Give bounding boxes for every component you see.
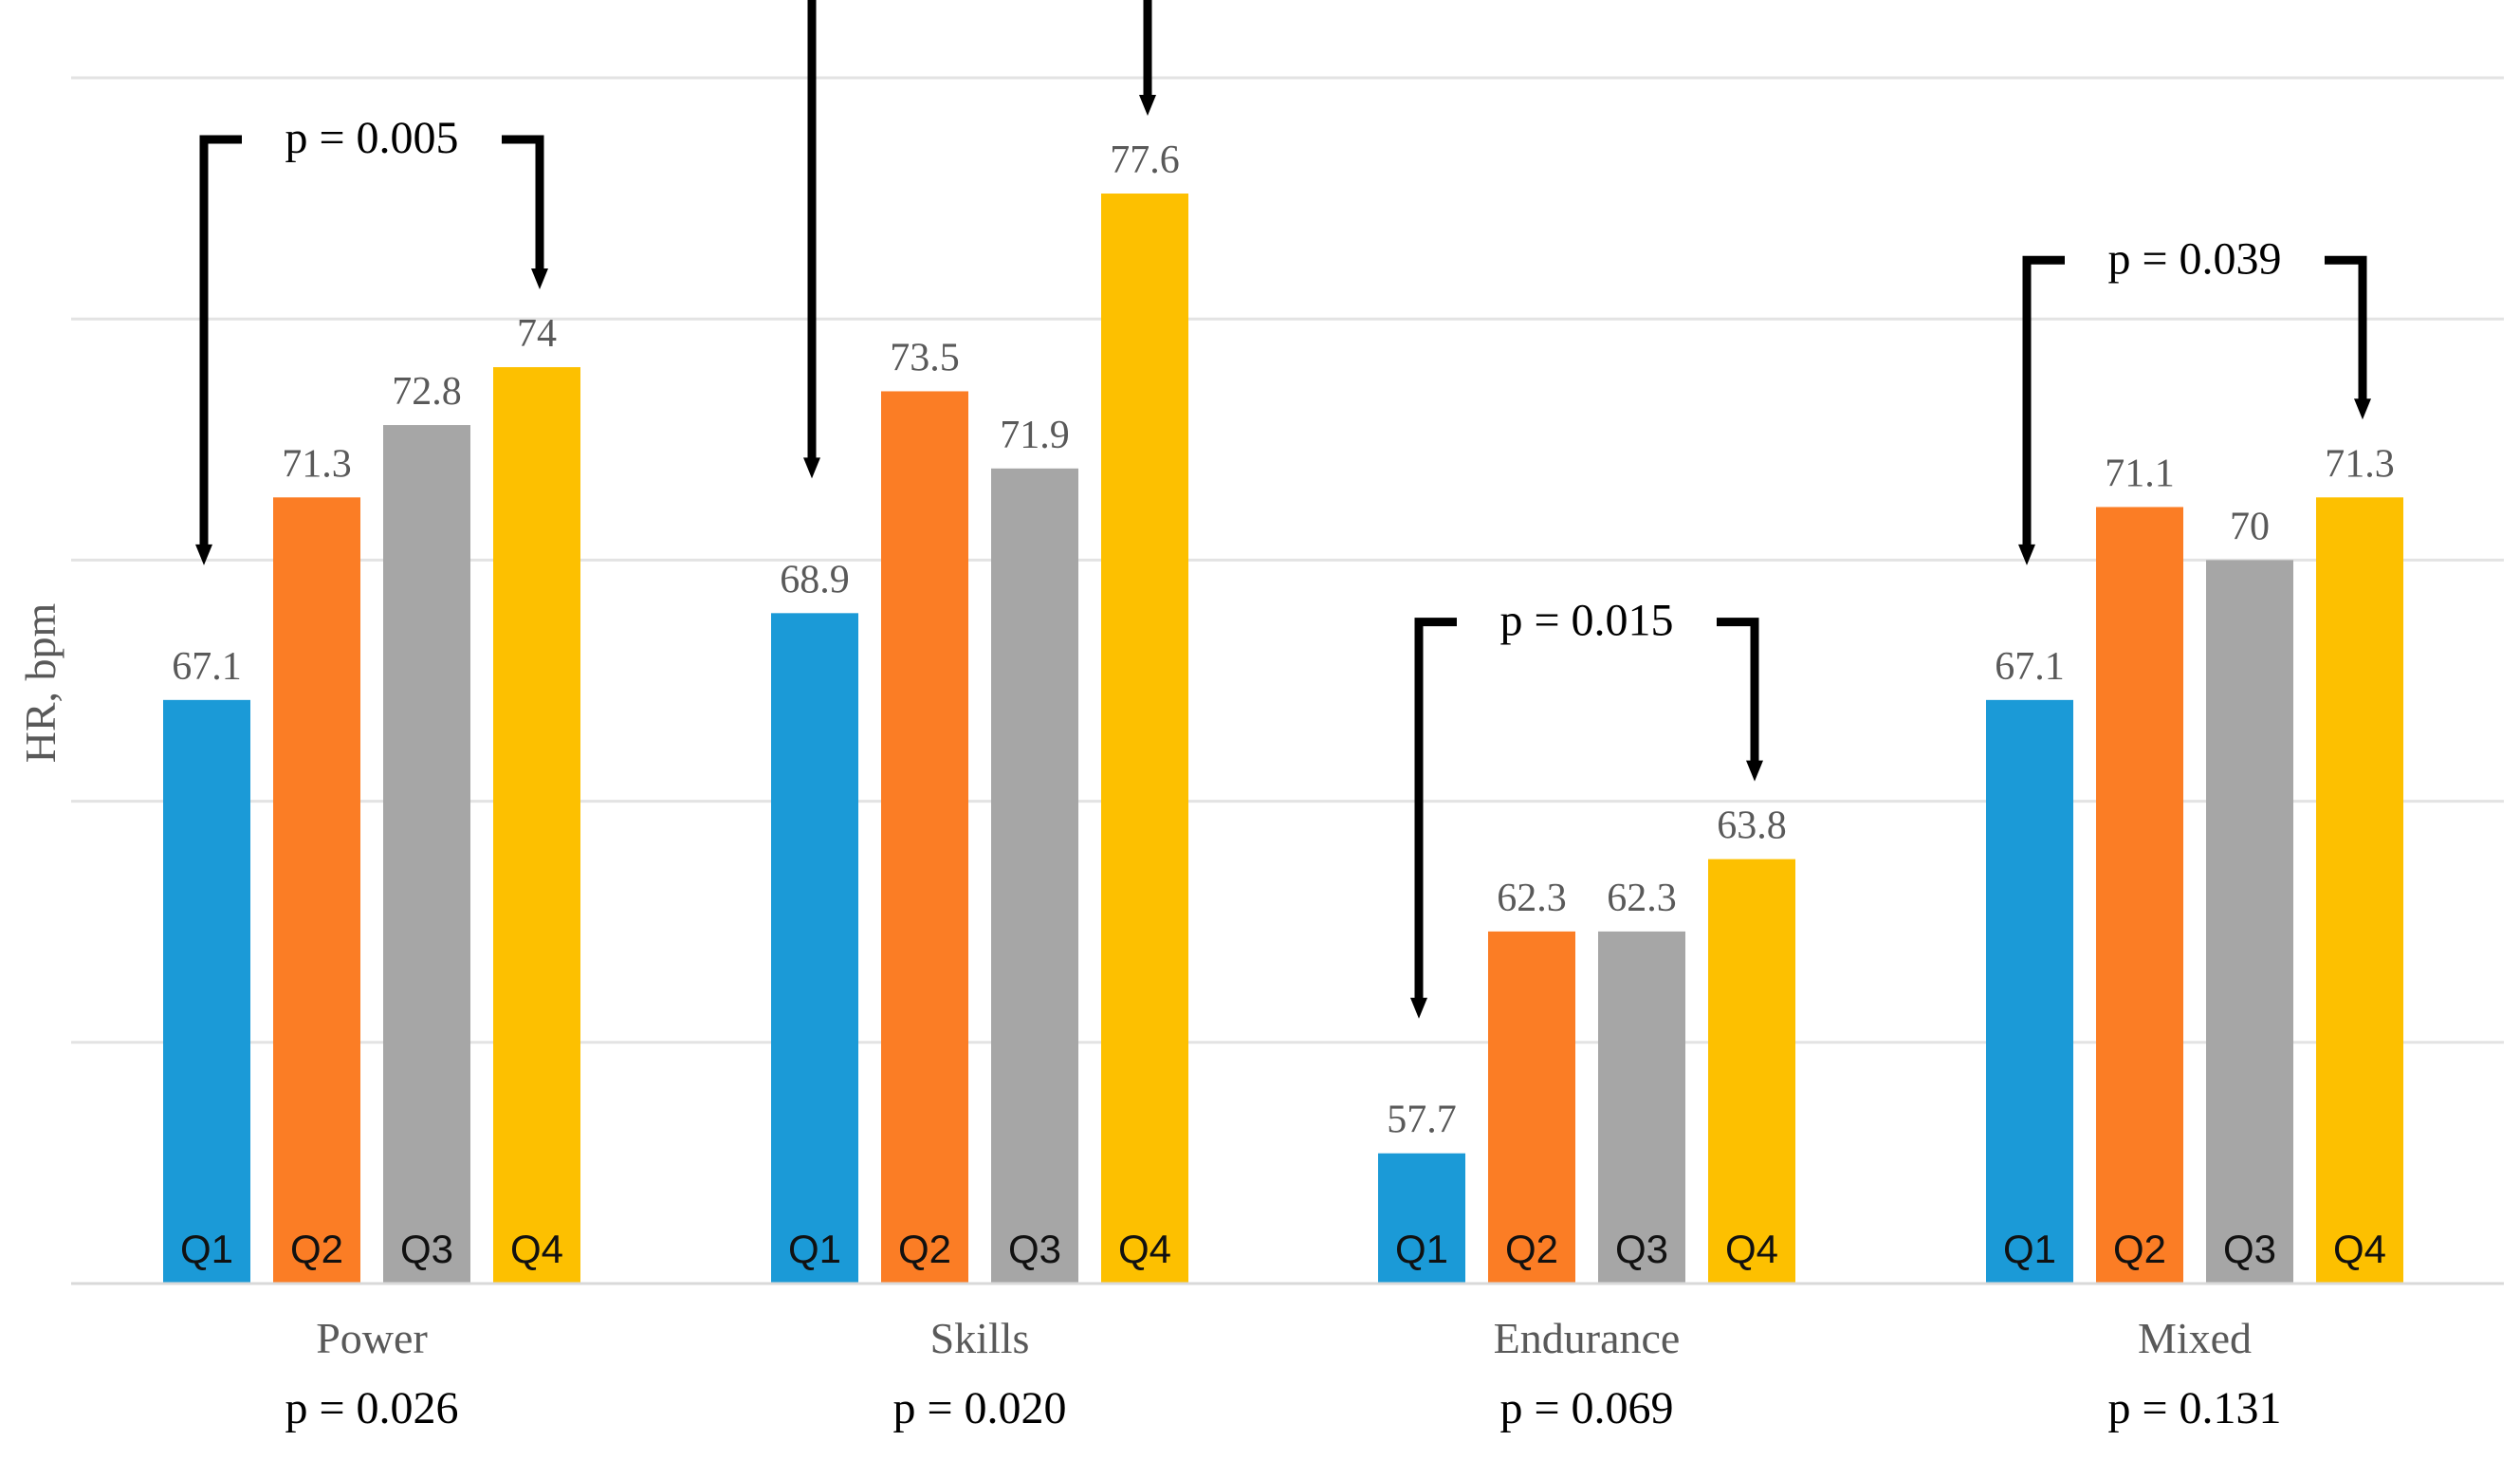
- comparison-bracket: p = 0.015: [1410, 596, 1763, 1019]
- bracket-left-arm: [199, 135, 242, 548]
- bar-series-label: Q3: [1008, 1227, 1061, 1271]
- bracket-p-value: p = 0.039: [2107, 233, 2281, 284]
- data-label: 73.5: [890, 336, 960, 379]
- category-p-value: p = 0.131: [2107, 1383, 2281, 1433]
- data-label: 70: [2230, 505, 2270, 548]
- bar-series-label: Q2: [1505, 1227, 1558, 1271]
- bracket-left-arm: [2022, 255, 2065, 548]
- bracket-left-arm: [1414, 618, 1457, 1002]
- bar: [163, 699, 250, 1284]
- bar: [1101, 194, 1188, 1284]
- bracket-left-arm: [807, 0, 817, 462]
- comparison-bracket: p = 0.039: [2018, 233, 2371, 565]
- bar: [493, 367, 580, 1284]
- data-labels: 67.1 Q1 68.9 Q1 57.7 Q1 67.1 Q1 71.3 Q2 73.5 Q2 62.3…: [172, 139, 2395, 1271]
- bracket-right-arm: [2325, 255, 2367, 403]
- data-label: 63.8: [1717, 804, 1787, 848]
- bar: [383, 425, 470, 1284]
- bar-series-label: Q2: [2113, 1227, 2166, 1271]
- data-label: 57.7: [1387, 1099, 1457, 1142]
- bar-series-label: Q4: [510, 1227, 563, 1271]
- data-label: 77.6: [1110, 139, 1180, 182]
- bracket-right-arm: [502, 135, 544, 273]
- bracket-p-value: p = 0.005: [285, 113, 458, 163]
- bracket-arrow-head: [1139, 95, 1156, 117]
- comparison-bracket: p = 0.005: [195, 113, 548, 565]
- bar-series-label: Q1: [788, 1227, 841, 1271]
- bar-series-label: Q4: [2333, 1227, 2386, 1271]
- category-p-value: p = 0.020: [892, 1383, 1066, 1433]
- category-tick-label: Mixed: [2138, 1314, 2252, 1362]
- bar: [1986, 699, 2073, 1284]
- data-label: 67.1: [172, 645, 242, 689]
- bar: [2096, 507, 2183, 1284]
- data-label: 71.1: [2105, 452, 2175, 495]
- data-label: 68.9: [780, 558, 850, 601]
- data-label: 62.3: [1497, 877, 1567, 920]
- bracket-p-value: p = 0.015: [1499, 596, 1673, 646]
- bar: [2316, 497, 2403, 1284]
- category-p-value: p = 0.069: [1499, 1383, 1673, 1433]
- category-tick-label: Skills: [930, 1314, 1030, 1362]
- category-tick-label: Power: [316, 1314, 428, 1362]
- bracket-arrow-head: [2354, 398, 2371, 420]
- bar: [991, 468, 1078, 1284]
- bracket-arrow-head: [803, 457, 820, 479]
- bar: [881, 391, 968, 1284]
- data-label: 62.3: [1607, 877, 1677, 920]
- bracket-right-arm: [1717, 618, 1759, 765]
- bar-series-label: Q1: [1395, 1227, 1448, 1271]
- bar: [2206, 560, 2293, 1284]
- comparison-brackets: p = 0.005 p = 0.002 p = 0.015 p = 0.039: [195, 0, 2371, 1019]
- data-label: 72.8: [392, 370, 462, 414]
- bar-series-label: Q2: [898, 1227, 951, 1271]
- bar: [1598, 931, 1685, 1284]
- bracket-arrow-head: [531, 268, 548, 290]
- bar: [273, 497, 360, 1284]
- bar-series-label: Q3: [2223, 1227, 2276, 1271]
- category-p-value: p = 0.026: [285, 1383, 458, 1433]
- bar: [1708, 859, 1795, 1284]
- bar-series-label: Q4: [1118, 1227, 1171, 1271]
- bracket-right-arm: [1143, 0, 1152, 100]
- data-label: 71.3: [2325, 442, 2395, 486]
- category-axis: Power p = 0.026 Skills p = 0.020 Endurance p …: [71, 1282, 2504, 1433]
- y-axis-label: HR, bpm: [16, 602, 64, 763]
- bar-series-label: Q1: [2003, 1227, 2056, 1271]
- bars: [163, 194, 2403, 1284]
- bar: [1378, 1153, 1465, 1284]
- bar: [771, 613, 858, 1284]
- data-label: 71.9: [1000, 414, 1070, 457]
- bar-series-label: Q3: [1615, 1227, 1668, 1271]
- bracket-arrow-head: [1746, 760, 1763, 782]
- data-label: 71.3: [282, 442, 352, 486]
- bracket-arrow-head: [195, 544, 212, 565]
- data-label: 67.1: [1995, 645, 2065, 689]
- bar-series-label: Q2: [290, 1227, 343, 1271]
- bar-series-label: Q1: [180, 1227, 233, 1271]
- comparison-bracket: p = 0.002: [803, 0, 1156, 479]
- bar-series-label: Q4: [1725, 1227, 1778, 1271]
- bar: [1488, 931, 1575, 1284]
- category-tick-label: Endurance: [1494, 1314, 1681, 1362]
- bracket-arrow-head: [2018, 544, 2035, 565]
- bracket-arrow-head: [1410, 997, 1427, 1019]
- data-label: 74: [517, 312, 557, 356]
- bar-series-label: Q3: [400, 1227, 453, 1271]
